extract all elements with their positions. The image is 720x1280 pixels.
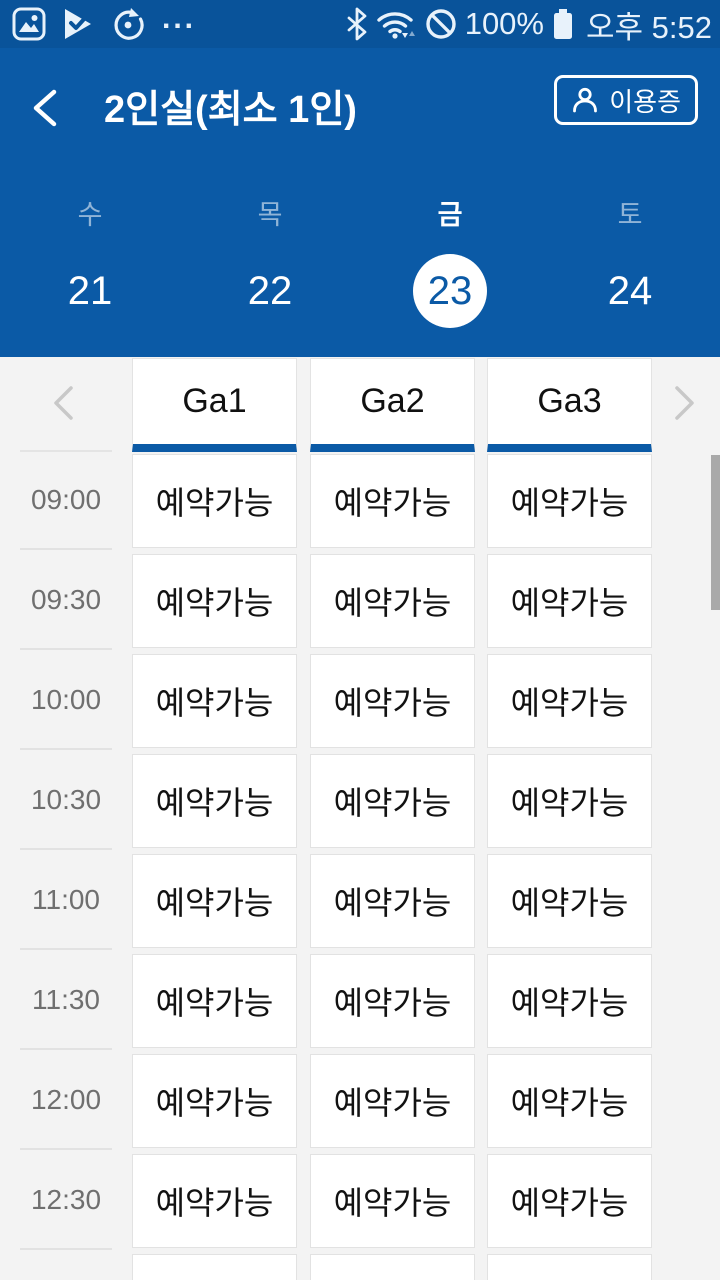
status-bar-indicators: 100% 오후 5:52	[346, 2, 720, 47]
slot-ga3-next[interactable]	[487, 1254, 652, 1280]
date-label: 21	[67, 269, 113, 313]
selected-date-badge: 23	[413, 254, 487, 328]
slot-ga1-1130[interactable]: 예약가능	[132, 954, 297, 1048]
slot-ga1-1200[interactable]: 예약가능	[132, 1054, 297, 1148]
column-header-ga3: Ga3	[487, 358, 652, 452]
back-button[interactable]	[28, 84, 68, 132]
table-row: 10:30 예약가능 예약가능 예약가능	[0, 752, 720, 852]
divider	[20, 548, 112, 550]
slot-ga1-1000[interactable]: 예약가능	[132, 654, 297, 748]
slot-ga2-0900[interactable]: 예약가능	[310, 454, 475, 548]
table-row-partial	[0, 1252, 720, 1280]
pass-button[interactable]: 이용증	[554, 75, 698, 125]
status-bar: ...	[0, 0, 720, 48]
date-item-fri-23-selected[interactable]: 금 23	[360, 170, 540, 357]
slot-ga2-1030[interactable]: 예약가능	[310, 754, 475, 848]
battery-icon	[551, 7, 575, 41]
column-header-ga1: Ga1	[132, 358, 297, 452]
prev-rooms-button[interactable]	[46, 381, 82, 425]
table-row: 11:30 예약가능 예약가능 예약가능	[0, 952, 720, 1052]
slot-ga1-0930[interactable]: 예약가능	[132, 554, 297, 648]
wifi-icon	[375, 7, 417, 41]
back-chevron-icon	[28, 86, 62, 130]
divider	[20, 648, 112, 650]
date-label: 24	[607, 269, 653, 313]
table-row: 09:00 예약가능 예약가능 예약가능	[0, 452, 720, 552]
room-columns-header: Ga1 Ga2 Ga3	[0, 357, 720, 452]
time-label: 11:30	[32, 984, 100, 1015]
table-row: 12:30 예약가능 예약가능 예약가능	[0, 1152, 720, 1252]
weekday-label: 목	[257, 200, 283, 230]
slot-ga2-1100[interactable]: 예약가능	[310, 854, 475, 948]
slot-ga2-1230[interactable]: 예약가능	[310, 1154, 475, 1248]
time-label: 10:30	[30, 784, 102, 815]
slot-ga3-1000[interactable]: 예약가능	[487, 654, 652, 748]
bluetooth-icon	[346, 7, 368, 41]
slot-ga1-1100[interactable]: 예약가능	[132, 854, 297, 948]
status-bar-notifications: ...	[0, 2, 197, 41]
time-label: 11:00	[32, 884, 100, 915]
slot-ga1-1230[interactable]: 예약가능	[132, 1154, 297, 1248]
divider	[20, 748, 112, 750]
clock-label: 오후 5:52	[586, 9, 712, 45]
divider	[20, 1248, 112, 1250]
gallery-icon	[12, 7, 46, 41]
divider	[20, 1048, 112, 1050]
date-item-sat-24[interactable]: 토 24	[540, 170, 720, 357]
date-item-wed-21[interactable]: 수 21	[0, 170, 180, 357]
slot-ga2-1130[interactable]: 예약가능	[310, 954, 475, 1048]
blocked-icon	[424, 7, 458, 41]
weekday-label: 금	[437, 200, 463, 230]
divider	[20, 450, 112, 452]
slot-ga3-1200[interactable]: 예약가능	[487, 1054, 652, 1148]
time-label: 12:30	[30, 1184, 102, 1215]
slot-ga3-0900[interactable]: 예약가능	[487, 454, 652, 548]
slot-ga1-0900[interactable]: 예약가능	[132, 454, 297, 548]
battery-percent-label: 100%	[464, 6, 544, 41]
play-protect-icon	[62, 7, 94, 41]
divider	[20, 1148, 112, 1150]
next-rooms-button[interactable]	[666, 381, 702, 425]
date-picker: 수 21 목 22 금 23 토 24	[0, 170, 720, 357]
divider	[20, 848, 112, 850]
timer-icon	[110, 7, 146, 41]
time-label: 09:00	[30, 484, 102, 515]
divider	[20, 948, 112, 950]
date-item-thu-22[interactable]: 목 22	[180, 170, 360, 357]
slot-ga1-1030[interactable]: 예약가능	[132, 754, 297, 848]
more-notifications-label: ...	[162, 2, 197, 35]
pass-button-label: 이용증	[609, 86, 681, 117]
slot-ga3-1030[interactable]: 예약가능	[487, 754, 652, 848]
scrollbar-thumb[interactable]	[711, 455, 720, 610]
weekday-label: 수	[77, 200, 103, 230]
slot-ga2-1200[interactable]: 예약가능	[310, 1054, 475, 1148]
slot-ga2-0930[interactable]: 예약가능	[310, 554, 475, 648]
slot-ga2-next[interactable]	[310, 1254, 475, 1280]
time-label: 12:00	[30, 1084, 102, 1115]
page-title: 2인실(최소 1인)	[104, 89, 357, 131]
time-label: 09:30	[30, 584, 102, 615]
date-label: 22	[247, 269, 293, 313]
table-row: 12:00 예약가능 예약가능 예약가능	[0, 1052, 720, 1152]
table-row: 11:00 예약가능 예약가능 예약가능	[0, 852, 720, 952]
table-row: 09:30 예약가능 예약가능 예약가능	[0, 552, 720, 652]
weekday-label: 토	[617, 200, 643, 230]
slot-ga3-0930[interactable]: 예약가능	[487, 554, 652, 648]
slot-ga3-1100[interactable]: 예약가능	[487, 854, 652, 948]
app-header: 2인실(최소 1인) 이용증	[0, 48, 720, 170]
slot-ga3-1130[interactable]: 예약가능	[487, 954, 652, 1048]
slot-ga3-1230[interactable]: 예약가능	[487, 1154, 652, 1248]
table-row: 10:00 예약가능 예약가능 예약가능	[0, 652, 720, 752]
column-header-ga2: Ga2	[310, 358, 475, 452]
person-icon	[571, 86, 599, 114]
timeslot-table: 09:00 예약가능 예약가능 예약가능 09:30 예약가능 예약가능 예약가…	[0, 452, 720, 1280]
time-label: 10:00	[30, 684, 102, 715]
slot-ga2-1000[interactable]: 예약가능	[310, 654, 475, 748]
slot-ga1-next[interactable]	[132, 1254, 297, 1280]
